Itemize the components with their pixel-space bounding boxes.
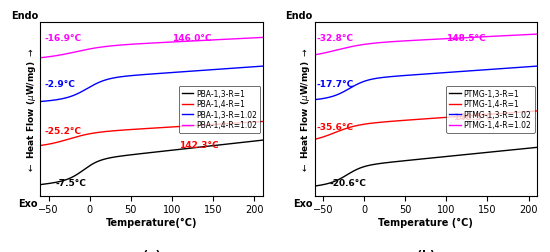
PTMG-1,3-R=1.02	[334, 94, 340, 97]
Text: -16.9°C: -16.9°C	[45, 34, 81, 43]
PTMG-1,3-R=1	[485, 151, 491, 154]
Text: Exo: Exo	[293, 198, 312, 208]
Text: -35.6°C: -35.6°C	[316, 123, 353, 132]
Line: PTMG-1,4-R=1.02: PTMG-1,4-R=1.02	[315, 35, 537, 56]
PTMG-1,4-R=1.02	[334, 49, 340, 52]
Text: 142.3°C: 142.3°C	[179, 140, 218, 149]
Text: -7.5°C: -7.5°C	[55, 178, 86, 187]
PBA-1,3-R=1.02	[37, 101, 43, 104]
PBA-1,4-R=1	[127, 129, 134, 132]
Text: 148.5°C: 148.5°C	[453, 112, 492, 121]
PBA-1,4-R=1.02	[259, 37, 266, 40]
PBA-1,4-R=1.02	[135, 43, 141, 46]
Text: -25.2°C: -25.2°C	[45, 126, 81, 135]
PTMG-1,4-R=1	[409, 119, 416, 122]
Text: (b): (b)	[417, 249, 434, 252]
PTMG-1,4-R=1	[488, 113, 495, 116]
Line: PTMG-1,4-R=1: PTMG-1,4-R=1	[315, 111, 537, 140]
Text: (a): (a)	[142, 249, 160, 252]
Line: PBA-1,4-R=1.02: PBA-1,4-R=1.02	[40, 38, 262, 58]
PTMG-1,4-R=1	[464, 115, 470, 118]
PTMG-1,3-R=1	[464, 153, 470, 156]
PBA-1,4-R=1.02	[37, 57, 43, 60]
PTMG-1,3-R=1.02	[488, 69, 495, 72]
Line: PBA-1,3-R=1.02: PBA-1,3-R=1.02	[40, 67, 262, 102]
PBA-1,4-R=1	[37, 144, 43, 147]
PTMG-1,4-R=1.02	[311, 54, 318, 57]
PTMG-1,4-R=1.02	[401, 40, 408, 43]
Text: -17.7°C: -17.7°C	[316, 79, 354, 88]
PBA-1,4-R=1	[214, 123, 221, 126]
PTMG-1,3-R=1	[311, 185, 318, 188]
PTMG-1,4-R=1	[311, 138, 318, 141]
Y-axis label: $\leftarrow$ Heat Flow ($\mu$W/mg) $\rightarrow$: $\leftarrow$ Heat Flow ($\mu$W/mg) $\rig…	[299, 47, 312, 172]
Text: Exo: Exo	[19, 198, 38, 208]
PTMG-1,3-R=1.02	[409, 74, 416, 77]
Legend: PBA-1,3-R=1, PBA-1,4-R=1, PBA-1,3-R=1.02, PBA-1,4-R=1.02: PBA-1,3-R=1, PBA-1,4-R=1, PBA-1,3-R=1.02…	[179, 86, 260, 133]
PTMG-1,3-R=1	[401, 160, 408, 163]
Line: PTMG-1,3-R=1: PTMG-1,3-R=1	[315, 148, 537, 186]
PBA-1,3-R=1	[127, 154, 134, 157]
PBA-1,3-R=1.02	[127, 75, 134, 78]
X-axis label: Temperature(°C): Temperature(°C)	[106, 217, 197, 227]
Legend: PTMG-1,3-R=1, PTMG-1,4-R=1, PTMG-1,3-R=1.02, PTMG-1,4-R=1.02: PTMG-1,3-R=1, PTMG-1,4-R=1, PTMG-1,3-R=1…	[446, 86, 535, 133]
PTMG-1,4-R=1.02	[409, 40, 416, 43]
PTMG-1,3-R=1.02	[401, 75, 408, 78]
Text: 146.0°C: 146.0°C	[172, 34, 212, 43]
PTMG-1,4-R=1.02	[534, 34, 540, 37]
PBA-1,4-R=1	[135, 128, 141, 131]
PBA-1,4-R=1.02	[60, 54, 67, 57]
PBA-1,4-R=1	[210, 123, 217, 127]
PBA-1,4-R=1	[190, 125, 196, 128]
PBA-1,4-R=1	[60, 140, 67, 143]
Text: -32.8°C: -32.8°C	[316, 34, 353, 43]
PTMG-1,3-R=1	[409, 159, 416, 162]
PBA-1,3-R=1	[135, 153, 141, 156]
PBA-1,4-R=1.02	[210, 39, 217, 42]
PBA-1,4-R=1.02	[214, 39, 221, 42]
PBA-1,3-R=1.02	[60, 98, 67, 101]
PTMG-1,3-R=1.02	[464, 70, 470, 73]
PTMG-1,3-R=1.02	[311, 99, 318, 102]
PBA-1,3-R=1	[210, 144, 217, 147]
Text: 148.5°C: 148.5°C	[446, 34, 486, 43]
PBA-1,3-R=1.02	[214, 69, 221, 72]
PTMG-1,4-R=1	[334, 131, 340, 134]
PTMG-1,4-R=1	[401, 119, 408, 122]
PBA-1,3-R=1	[259, 139, 266, 142]
PBA-1,4-R=1	[259, 120, 266, 123]
PTMG-1,3-R=1	[488, 151, 495, 154]
PTMG-1,4-R=1.02	[464, 37, 470, 40]
PBA-1,4-R=1.02	[190, 40, 196, 43]
PTMG-1,3-R=1	[334, 179, 340, 182]
PBA-1,4-R=1.02	[127, 44, 134, 47]
PBA-1,3-R=1.02	[135, 74, 141, 77]
PBA-1,3-R=1	[190, 147, 196, 150]
Line: PTMG-1,3-R=1.02: PTMG-1,3-R=1.02	[315, 67, 537, 100]
Text: -20.6°C: -20.6°C	[329, 178, 366, 187]
PTMG-1,4-R=1	[485, 113, 491, 116]
PTMG-1,4-R=1.02	[488, 36, 495, 39]
PBA-1,3-R=1.02	[259, 65, 266, 68]
PBA-1,3-R=1.02	[210, 69, 217, 72]
Text: Endo: Endo	[285, 11, 312, 21]
Text: -2.9°C: -2.9°C	[45, 79, 75, 88]
PTMG-1,3-R=1.02	[534, 65, 540, 68]
X-axis label: Temperature (°C): Temperature (°C)	[378, 217, 473, 227]
PBA-1,3-R=1.02	[190, 70, 196, 73]
Line: PBA-1,3-R=1: PBA-1,3-R=1	[40, 141, 262, 185]
Text: Endo: Endo	[11, 11, 38, 21]
PTMG-1,4-R=1	[534, 110, 540, 113]
Line: PBA-1,4-R=1: PBA-1,4-R=1	[40, 122, 262, 146]
PBA-1,3-R=1	[214, 144, 221, 147]
PTMG-1,3-R=1.02	[485, 69, 491, 72]
PTMG-1,3-R=1	[534, 146, 540, 149]
PTMG-1,4-R=1.02	[485, 36, 491, 39]
Y-axis label: $\leftarrow$ Heat Flow ($\mu$W/mg) $\rightarrow$: $\leftarrow$ Heat Flow ($\mu$W/mg) $\rig…	[25, 47, 37, 172]
PBA-1,3-R=1	[37, 183, 43, 186]
PBA-1,3-R=1	[60, 179, 67, 182]
